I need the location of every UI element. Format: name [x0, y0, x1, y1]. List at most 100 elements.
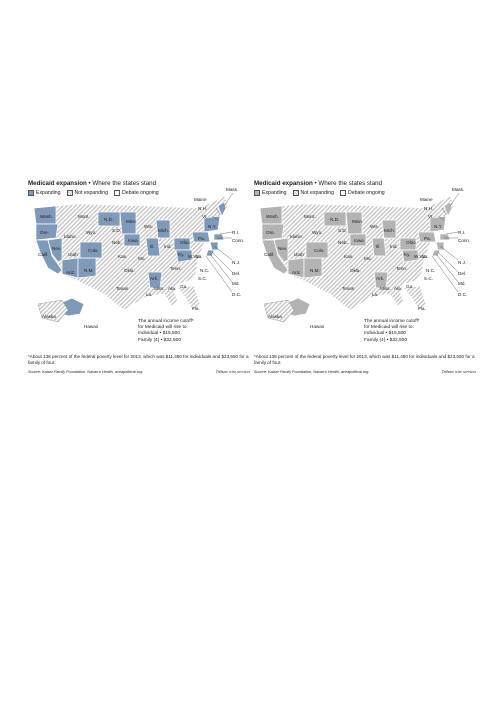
state-label-mont: Mont.	[304, 214, 316, 219]
state-label-ohio: Ohio	[180, 240, 190, 245]
state-ill	[371, 237, 387, 257]
state-label-ri: R.I.	[458, 230, 465, 235]
state-label-ala: Ala.	[168, 286, 176, 291]
state-label-nj: N.J.	[232, 260, 240, 265]
state-label-nh: N.H.	[198, 206, 207, 211]
legend: Expanding Not expanding Debate ongoing	[28, 190, 159, 196]
state-label-sc: S.C.	[424, 276, 433, 281]
state-label-miss: Miss.	[380, 286, 391, 291]
state-ill	[145, 237, 161, 257]
state-label-idaho: Idaho	[64, 234, 76, 239]
state-ky	[401, 249, 419, 263]
state-label-md: Md.	[232, 281, 240, 286]
state-label-mo: Mo.	[364, 256, 372, 261]
state-label-dc: D.C.	[232, 292, 241, 297]
state-label-wva: W.Va.	[188, 254, 200, 259]
us-map: Wash. Ore. Calif. Nev. Idaho Mont. Wyo. …	[259, 187, 470, 329]
legend-debate: Debate ongoing	[340, 190, 385, 196]
state-label-mass: Mass.	[452, 187, 464, 192]
state-iowa	[349, 233, 367, 247]
income-cutoff-box: The annual income cutoff* for Medicaid w…	[138, 319, 194, 343]
state-label-utah: Utah	[294, 252, 304, 257]
expanding-states	[259, 201, 453, 317]
state-label-mich: Mich.	[158, 228, 169, 233]
legend-debate: Debate ongoing	[114, 190, 159, 196]
state-nd	[323, 211, 347, 227]
us-map: Wash. Ore. Calif. Nev. Idaho Mont. Wyo. …	[33, 187, 244, 329]
state-label-wash: Wash.	[40, 214, 53, 219]
title-sub: • Where the states stand	[86, 180, 157, 187]
state-labels: Wash. Ore. Calif. Nev. Idaho Mont. Wyo. …	[38, 187, 244, 329]
state-fla	[403, 285, 427, 313]
state-label-conn: Conn.	[458, 238, 470, 243]
state-label-calif: Calif.	[38, 252, 48, 257]
state-label-utah: Utah	[68, 252, 78, 257]
state-label-ore: Ore.	[40, 230, 49, 235]
state-fla	[177, 285, 201, 313]
state-ore	[35, 223, 59, 241]
state-label-wis: Wis.	[144, 224, 153, 229]
state-label-wash: Wash.	[266, 214, 279, 219]
state-alaska	[37, 299, 69, 323]
state-label-ark: Ark.	[150, 276, 158, 281]
state-label-ny: N.Y.	[434, 224, 442, 229]
legend-expanding: Expanding	[28, 190, 61, 196]
not-expanding-region	[259, 195, 455, 311]
state-label-nev: Nev.	[52, 246, 61, 251]
not-expanding-swatch	[66, 190, 73, 196]
state-ark	[147, 271, 163, 289]
state-ri-conn	[213, 233, 225, 241]
state-label-mich: Mich.	[384, 228, 395, 233]
state-label-alaska: Alaska	[268, 314, 282, 319]
state-label-ill: Ill.	[150, 244, 155, 249]
state-colo	[305, 241, 329, 259]
state-label-nd: N.D.	[330, 217, 339, 222]
state-label-hawaii: Hawaii	[310, 324, 324, 329]
legend-not-expanding: Not expanding	[66, 190, 108, 196]
state-label-miss: Miss.	[154, 286, 165, 291]
state-label-ri: R.I.	[232, 230, 239, 235]
state-label-minn: Minn.	[126, 219, 137, 224]
state-label-nd: N.D.	[104, 217, 113, 222]
state-label-ohio: Ohio	[406, 240, 416, 245]
not-expanding-region	[33, 195, 229, 311]
state-alaska	[263, 299, 295, 323]
title-sub: • Where the states stand	[312, 180, 383, 187]
state-nd	[97, 211, 121, 227]
state-label-ore: Ore.	[266, 230, 275, 235]
source-line: Source: Kaiser Family Foundation, Navarr…	[28, 370, 143, 374]
map-title: Medicaid expansion • Where the states st…	[28, 180, 156, 187]
state-label-alaska: Alaska	[42, 314, 56, 319]
state-label-ga: Ga.	[180, 284, 187, 289]
state-label-neb: Neb.	[338, 240, 348, 245]
state-label-mo: Mo.	[138, 256, 146, 261]
state-ri-conn	[439, 233, 451, 241]
state-label-mont: Mont.	[78, 214, 90, 219]
leader-lines	[205, 192, 234, 293]
state-iowa	[123, 233, 141, 247]
state-label-texas: Texas	[116, 286, 129, 291]
legend: Expanding Not expanding Debate ongoing	[254, 190, 385, 196]
state-label-va: Va.	[196, 254, 203, 259]
state-nev	[47, 237, 63, 263]
state-label-del: Del.	[458, 271, 466, 276]
state-label-pa: Pa.	[198, 236, 205, 241]
state-label-iowa: Iowa	[354, 238, 364, 243]
state-label-sd: S.D.	[338, 228, 347, 233]
state-label-sd: S.D.	[112, 228, 121, 233]
state-label-ga: Ga.	[406, 284, 413, 289]
debate-swatch	[340, 190, 346, 196]
state-labels: Wash. Ore. Calif. Nev. Idaho Mont. Wyo. …	[264, 187, 470, 329]
state-label-nh: N.H.	[424, 206, 433, 211]
state-label-mass: Mass.	[226, 187, 238, 192]
state-label-okla: Okla.	[350, 268, 361, 273]
state-label-vt: Vt.	[428, 214, 434, 219]
credit-line: Tribune wire services	[215, 369, 250, 374]
state-ark	[373, 271, 389, 289]
state-md-del	[205, 249, 215, 257]
state-label-ky: Ky.	[404, 252, 410, 257]
state-label-la: La.	[146, 292, 152, 297]
state-label-wyo: Wyo.	[312, 230, 322, 235]
footnote: *About 138 percent of the federal povert…	[254, 354, 475, 365]
state-label-iowa: Iowa	[128, 238, 138, 243]
